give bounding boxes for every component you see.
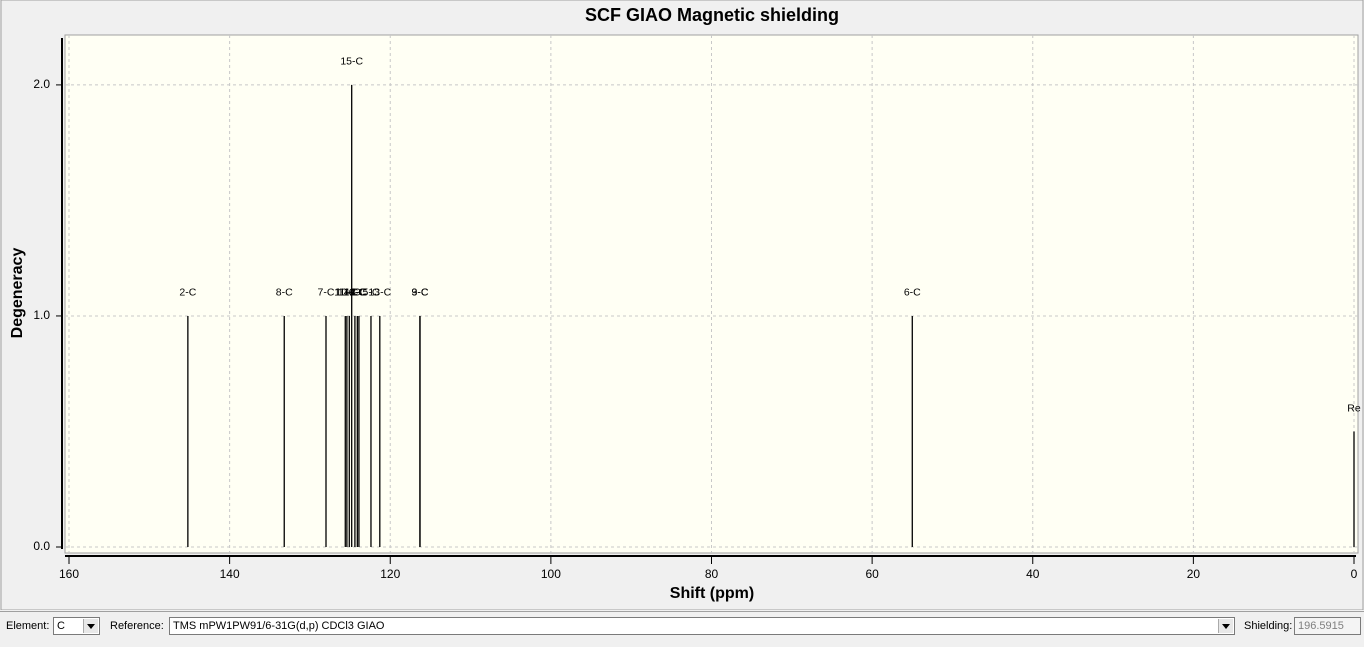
reference-select[interactable]: TMS mPW1PW91/6-31G(d,p) CDCl3 GIAO <box>169 617 1235 635</box>
x-axis-label: Shift (ppm) <box>670 585 754 602</box>
peak-label: 1-C <box>350 287 367 299</box>
x-tick-label: 60 <box>865 567 879 581</box>
peak-label: 10-C <box>335 287 358 299</box>
y-axis-label: Degeneracy <box>9 248 26 339</box>
x-tick-label: 160 <box>59 567 79 581</box>
x-tick-label: 120 <box>380 567 400 581</box>
x-tick-label: 100 <box>541 567 561 581</box>
peak-label: Re <box>1347 402 1361 414</box>
reference-value: TMS mPW1PW91/6-31G(d,p) CDCl3 GIAO <box>173 620 385 632</box>
x-tick-label: 0 <box>1351 567 1358 581</box>
peak-label: 12-C <box>344 287 367 299</box>
peak-label: 9-C <box>412 287 429 299</box>
peak-label: 14-C <box>338 287 361 299</box>
peak-label: 13-C <box>368 287 391 299</box>
peak-label: 4-C <box>349 287 366 299</box>
peak-label: 7-C <box>318 287 335 299</box>
dropdown-button[interactable] <box>1218 619 1233 633</box>
element-select[interactable]: C <box>53 617 100 635</box>
chart-title: SCF GIAO Magnetic shielding <box>585 5 839 25</box>
y-tick-label: 0.0 <box>33 539 50 553</box>
shielding-value: 196.5915 <box>1298 620 1344 632</box>
peak-label: 8-C <box>276 287 293 299</box>
shielding-label: Shielding: <box>1244 620 1293 632</box>
separator <box>0 611 1364 612</box>
dropdown-button[interactable] <box>83 619 98 633</box>
peak-label: 5-C <box>363 287 380 299</box>
y-tick-label: 1.0 <box>33 308 50 322</box>
x-tick-label: 40 <box>1026 567 1040 581</box>
element-label: Element: <box>6 620 50 632</box>
peak-label: 3-C <box>412 287 429 299</box>
x-tick-label: 140 <box>220 567 240 581</box>
element-value: C <box>57 620 65 632</box>
peak-label: 15-C <box>340 56 363 68</box>
peak-label: 2-C <box>179 287 196 299</box>
y-tick-label: 2.0 <box>33 77 50 91</box>
peak-label: 6-C <box>904 287 921 299</box>
reference-label: Reference: <box>110 620 164 632</box>
x-tick-label: 20 <box>1187 567 1201 581</box>
chart: SCF GIAO Magnetic shielding Shift (ppm) … <box>0 0 1364 610</box>
shielding-field: 196.5915 <box>1294 617 1361 635</box>
x-tick-label: 80 <box>705 567 719 581</box>
